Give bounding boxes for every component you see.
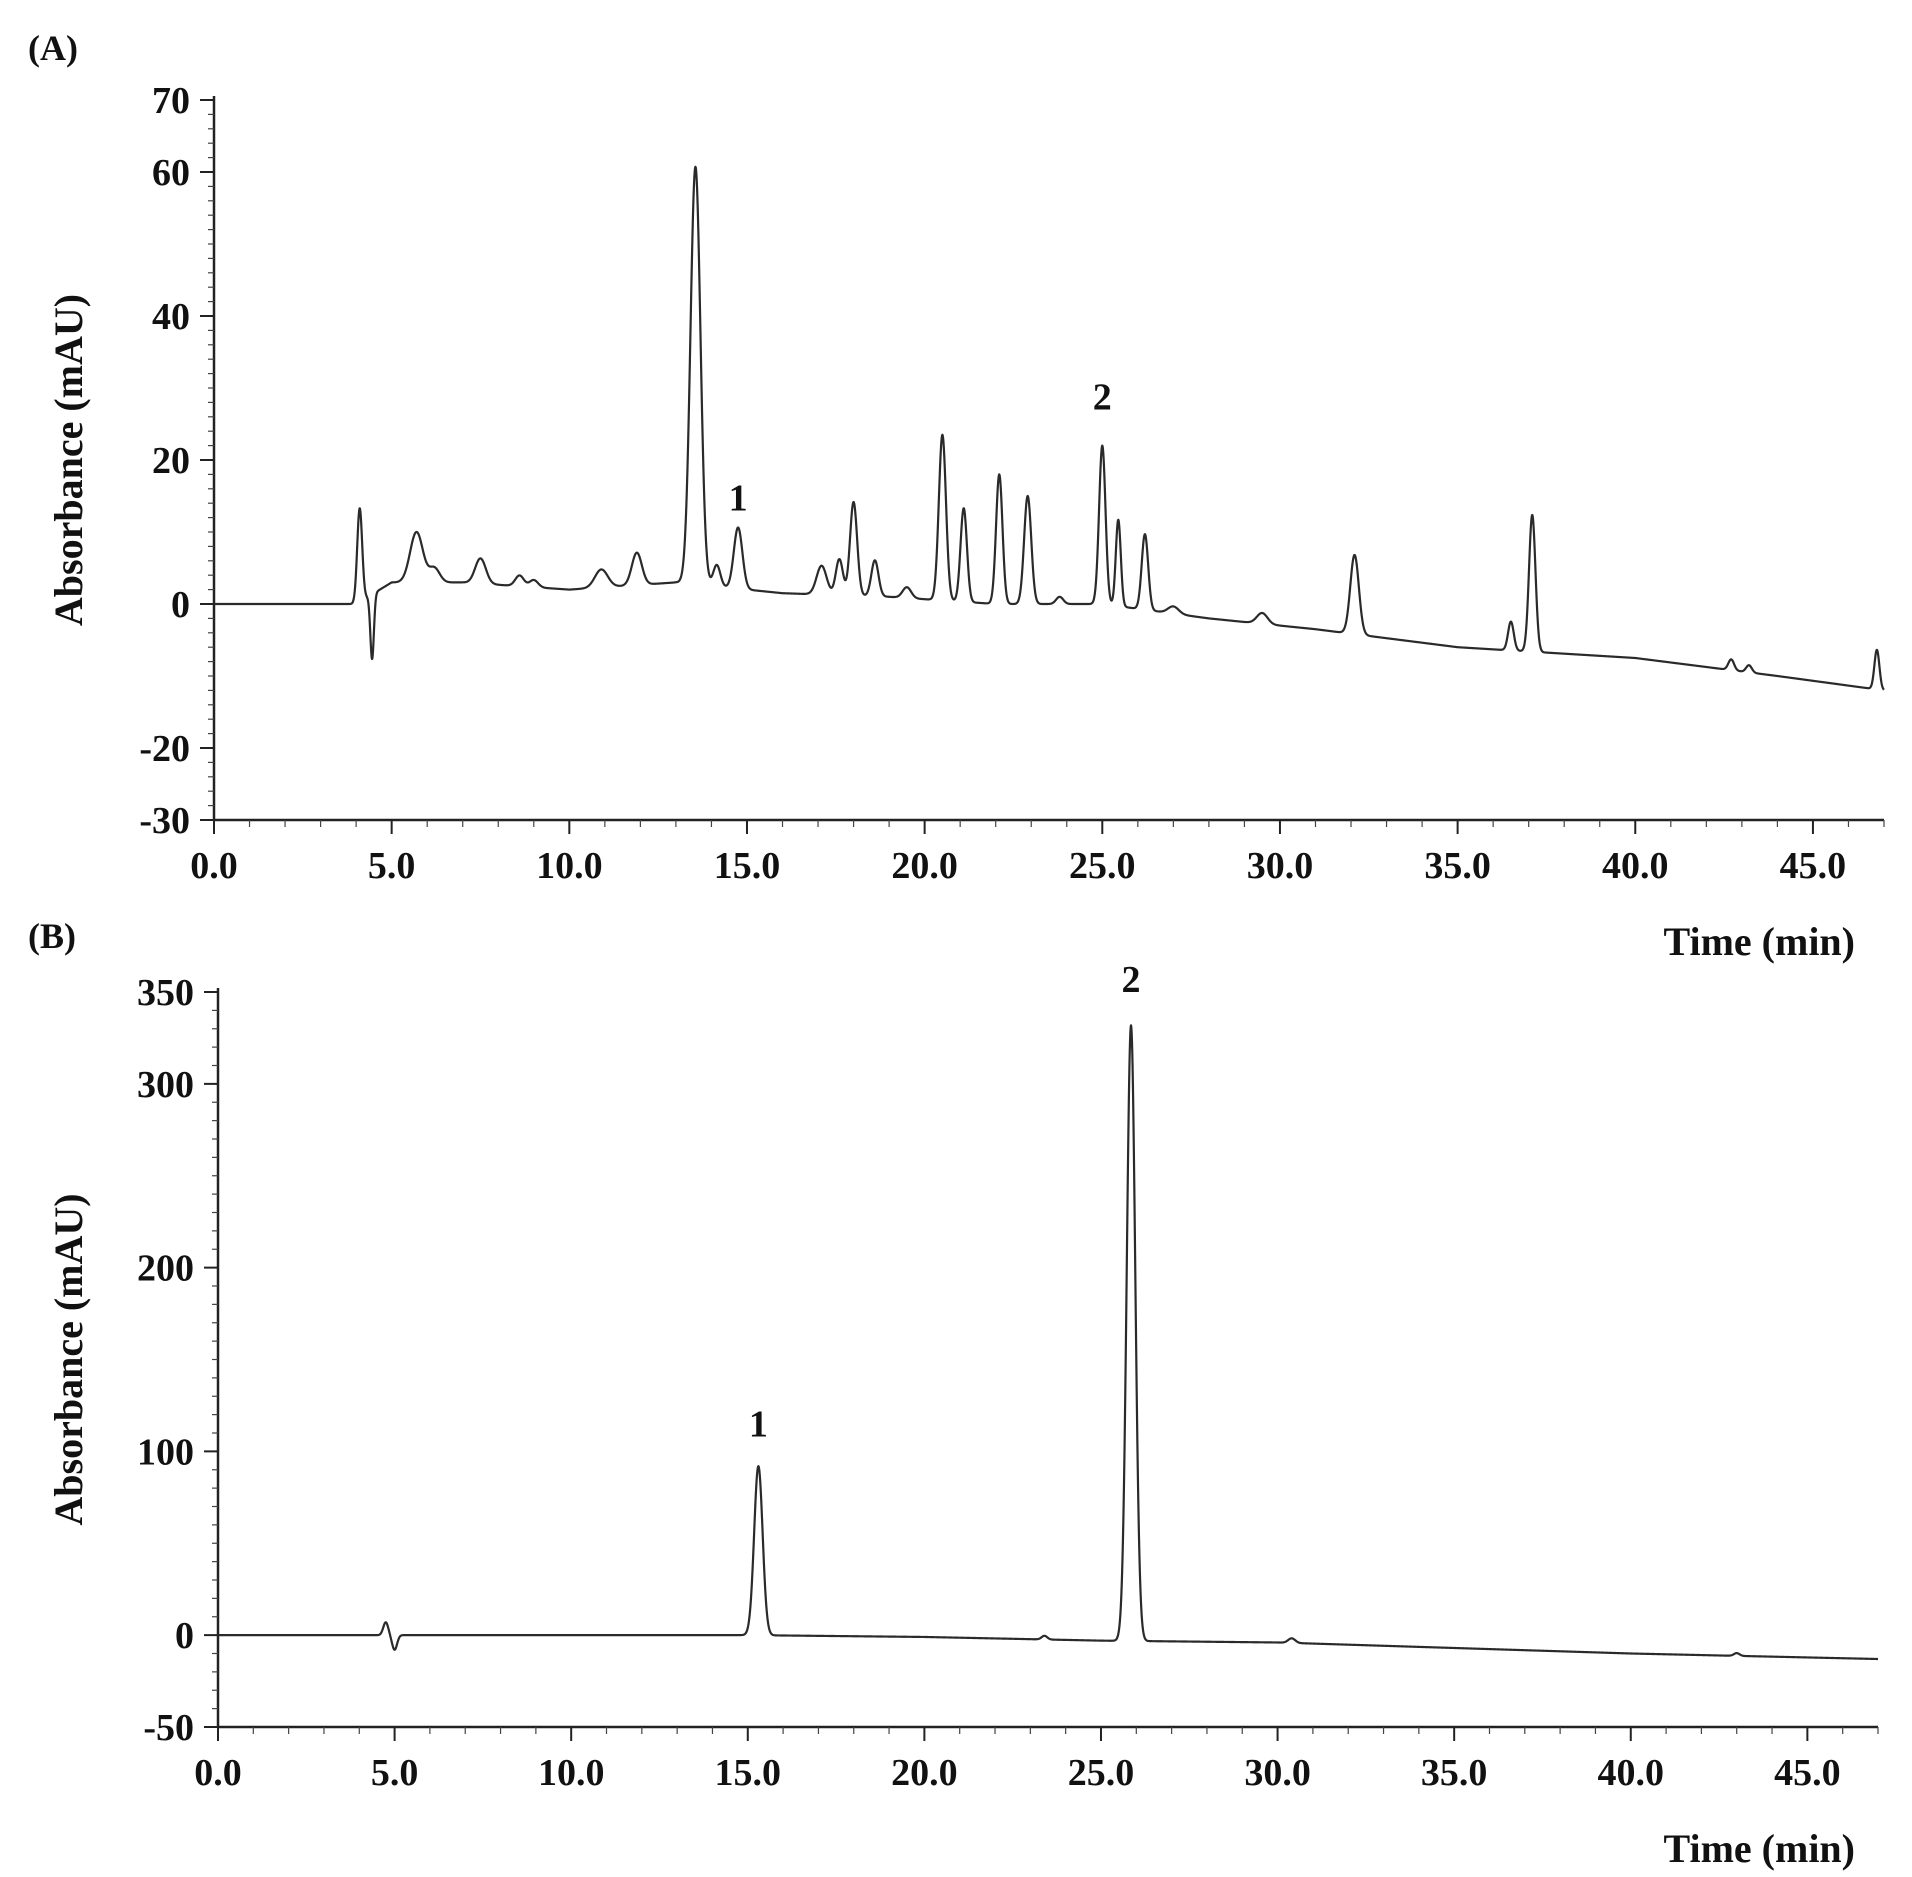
x-tick-label: 40.0 [1602, 845, 1669, 887]
peak-label-1: 1 [749, 1404, 768, 1446]
x-tick-label: 20.0 [891, 1752, 958, 1794]
x-tick-label: 5.0 [371, 1752, 419, 1794]
panel-label-a: (A) [28, 28, 78, 68]
y-tick-label: 0 [175, 1615, 194, 1657]
x-tick-label: 35.0 [1421, 1752, 1488, 1794]
y-tick-label: 100 [137, 1431, 194, 1473]
x-tick-label: 35.0 [1424, 845, 1491, 887]
y-axis-title: Absorbance (mAU) [46, 294, 91, 626]
y-tick-label: 60 [152, 152, 190, 194]
x-tick-label: 45.0 [1774, 1752, 1841, 1794]
peak-label-1: 1 [729, 477, 748, 519]
y-tick-label: 40 [152, 296, 190, 338]
y-tick-label: -20 [139, 728, 190, 770]
x-tick-label: 30.0 [1244, 1752, 1311, 1794]
y-tick-label: 200 [137, 1248, 194, 1290]
x-tick-label: 45.0 [1780, 845, 1847, 887]
panel-b: (B) 0.0 5.0 10.0 15.0 20.0 25.0 30.0 35.0 40.0 45.… [28, 916, 1879, 1871]
chromatogram-trace [213, 165, 1885, 691]
y-tick-label: 350 [137, 972, 194, 1014]
x-tick-label: 10.0 [538, 1752, 605, 1794]
chromatogram-trace [217, 1024, 1879, 1661]
x-tick-label: 0.0 [194, 1752, 242, 1794]
x-tick-label: 5.0 [368, 845, 416, 887]
y-tick-label: -50 [143, 1707, 194, 1749]
y-tick-label: 70 [152, 80, 190, 122]
x-tick-label: 40.0 [1598, 1752, 1665, 1794]
y-tick-label: 300 [137, 1064, 194, 1106]
y-tick-label: 0 [171, 584, 190, 626]
peak-label-2: 2 [1093, 377, 1112, 419]
y-axis-title: Absorbance (mAU) [46, 1193, 91, 1525]
x-tick-label: 0.0 [190, 845, 238, 887]
y-tick-label: -30 [139, 800, 190, 842]
panel-a: (A) 0.0 5.0 10.0 15.0 20.0 25.0 30.0 35.0 40.0 45.… [28, 28, 1885, 964]
y-tick-label: 20 [152, 440, 190, 482]
x-tick-label: 30.0 [1247, 845, 1314, 887]
x-tick-label: 25.0 [1068, 1752, 1135, 1794]
x-tick-label: 15.0 [714, 845, 781, 887]
x-tick-label: 10.0 [536, 845, 603, 887]
panel-label-b: (B) [28, 916, 76, 956]
x-axis-title: Time (min) [1664, 1826, 1855, 1871]
x-axis-title: Time (min) [1664, 919, 1855, 964]
peak-label-2: 2 [1122, 959, 1141, 1001]
x-tick-label: 25.0 [1069, 845, 1136, 887]
x-tick-label: 20.0 [891, 845, 958, 887]
x-tick-label: 15.0 [715, 1752, 782, 1794]
